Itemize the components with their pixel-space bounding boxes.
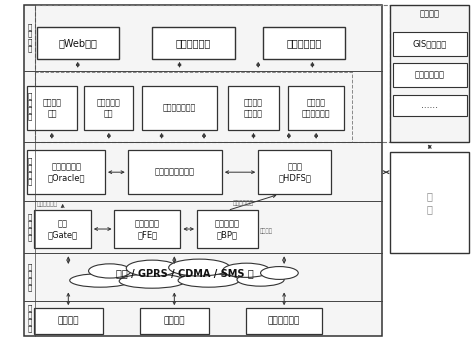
Bar bbox=[228, 86, 279, 130]
Bar bbox=[246, 308, 322, 333]
Ellipse shape bbox=[169, 259, 230, 276]
Text: 复杂事件流处理: 复杂事件流处理 bbox=[163, 103, 196, 113]
Bar bbox=[263, 27, 346, 59]
Text: 通
信
服
务: 通 信 服 务 bbox=[27, 213, 32, 241]
Text: 公变终端: 公变终端 bbox=[164, 316, 185, 325]
Text: 采
集
设
备: 采 集 设 备 bbox=[27, 305, 32, 332]
Text: 采集数据入库: 采集数据入库 bbox=[232, 201, 253, 206]
Text: 光纤 / GPRS / CDMA / SMS 等: 光纤 / GPRS / CDMA / SMS 等 bbox=[116, 269, 254, 279]
Bar bbox=[27, 150, 105, 194]
Text: 数
据
存
储: 数 据 存 储 bbox=[27, 158, 32, 185]
Bar bbox=[152, 27, 235, 59]
Text: 分布式内存数据库: 分布式内存数据库 bbox=[155, 168, 195, 177]
Text: 通信前置机
（FE）: 通信前置机 （FE） bbox=[135, 219, 160, 239]
Text: 数
据
处
理: 数 据 处 理 bbox=[27, 92, 32, 120]
Ellipse shape bbox=[70, 274, 131, 287]
Bar bbox=[390, 152, 469, 253]
Text: 接
口: 接 口 bbox=[427, 191, 433, 214]
Bar bbox=[392, 95, 467, 116]
Text: ……: …… bbox=[421, 101, 438, 110]
Text: 其他系统: 其他系统 bbox=[420, 10, 440, 19]
Text: 低压集抄终端: 低压集抄终端 bbox=[268, 316, 300, 325]
Bar bbox=[390, 5, 469, 142]
Bar bbox=[35, 308, 103, 333]
Bar bbox=[392, 63, 467, 87]
Text: 海量数据查询: 海量数据查询 bbox=[286, 38, 322, 48]
Text: 原Web应用: 原Web应用 bbox=[58, 38, 97, 48]
Bar bbox=[35, 5, 390, 142]
Ellipse shape bbox=[223, 263, 270, 277]
Ellipse shape bbox=[126, 260, 178, 276]
Text: 采集数据入库: 采集数据入库 bbox=[36, 201, 58, 207]
Text: 云存储
（HDFS）: 云存储 （HDFS） bbox=[278, 162, 311, 182]
Text: 定时计算
服务: 定时计算 服务 bbox=[43, 98, 62, 118]
Bar bbox=[140, 308, 209, 333]
Bar bbox=[35, 72, 352, 142]
Ellipse shape bbox=[178, 274, 239, 287]
Bar bbox=[35, 210, 91, 248]
Bar bbox=[392, 32, 467, 56]
Bar bbox=[128, 150, 222, 194]
Bar bbox=[115, 210, 181, 248]
Text: 业务处理器
（BP）: 业务处理器 （BP） bbox=[215, 219, 240, 239]
Text: 海量数据
离线处理: 海量数据 离线处理 bbox=[244, 98, 263, 118]
Ellipse shape bbox=[89, 264, 131, 278]
Text: 通
信
网
络: 通 信 网 络 bbox=[27, 263, 32, 291]
Text: 气象信息系统: 气象信息系统 bbox=[415, 70, 445, 79]
Bar bbox=[84, 86, 133, 130]
Text: 数据挖掘
（机器学习）: 数据挖掘 （机器学习） bbox=[302, 98, 330, 118]
Text: 数
据
展
现: 数 据 展 现 bbox=[27, 24, 32, 52]
Bar bbox=[142, 86, 217, 130]
Text: 专变终端: 专变终端 bbox=[58, 316, 79, 325]
Text: 授权入库: 授权入库 bbox=[260, 228, 273, 234]
Bar bbox=[258, 150, 331, 194]
Bar bbox=[197, 210, 258, 248]
Bar bbox=[288, 86, 345, 130]
Bar bbox=[36, 27, 119, 59]
Ellipse shape bbox=[261, 267, 298, 279]
Ellipse shape bbox=[237, 273, 284, 286]
Text: 实时数据流
处理: 实时数据流 处理 bbox=[97, 98, 120, 118]
Text: 实时数据监测: 实时数据监测 bbox=[176, 38, 211, 48]
Text: GIS信息系统: GIS信息系统 bbox=[412, 39, 447, 48]
Ellipse shape bbox=[119, 274, 185, 288]
Text: 网关
（Gate）: 网关 （Gate） bbox=[47, 219, 78, 239]
Text: 关系型数据库
（Oracle）: 关系型数据库 （Oracle） bbox=[47, 162, 85, 182]
Bar bbox=[27, 86, 77, 130]
Bar bbox=[24, 5, 382, 336]
